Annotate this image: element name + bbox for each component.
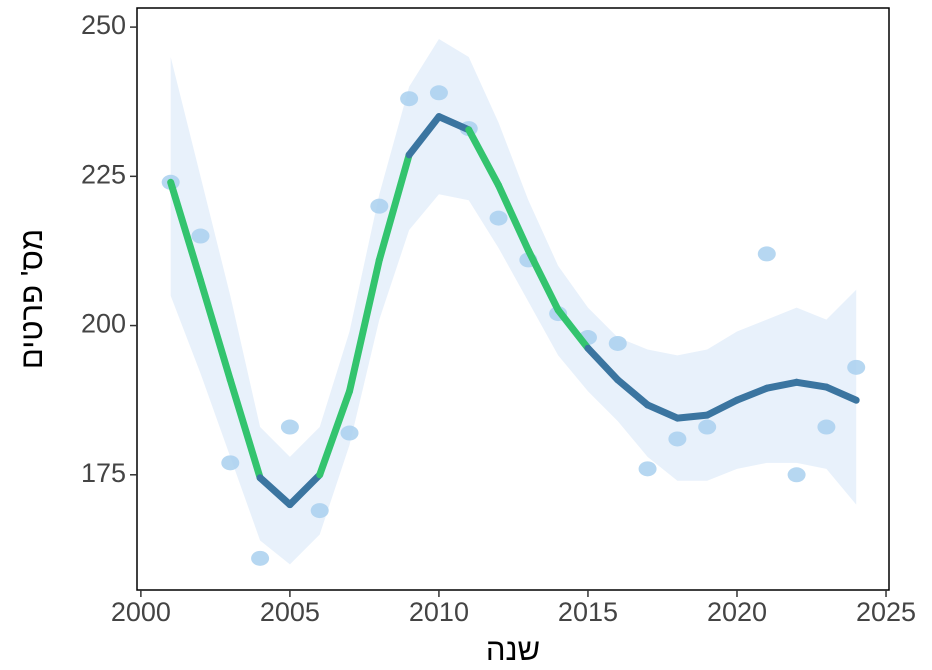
fit-segment	[346, 256, 383, 395]
x-tick-label: 2010	[409, 597, 469, 627]
data-point	[429, 85, 448, 101]
fit-segment	[226, 376, 264, 482]
y-tick-label: 200	[81, 309, 126, 339]
data-point	[787, 467, 806, 483]
data-point	[370, 198, 389, 214]
data-point	[817, 419, 836, 435]
fit-segment	[554, 306, 592, 352]
data-point	[638, 461, 657, 477]
data-point	[847, 359, 866, 375]
data-point	[310, 503, 329, 519]
fit-segment	[822, 383, 860, 404]
x-tick-label: 2000	[111, 597, 171, 627]
fit-segment	[375, 151, 413, 264]
data-point	[400, 91, 419, 107]
fit-segment	[733, 384, 771, 404]
y-axis-title: מס' פרטים	[14, 229, 49, 369]
fit-segment	[703, 396, 741, 419]
data-point	[280, 419, 299, 435]
y-tick-label: 225	[81, 159, 126, 189]
x-tick-label: 2025	[856, 597, 916, 627]
fit-segment	[435, 113, 473, 134]
x-tick-label: 2005	[260, 597, 320, 627]
fit-segment	[196, 276, 234, 384]
data-point	[340, 425, 359, 441]
fit-segment	[644, 401, 681, 422]
x-tick-label: 2020	[707, 597, 767, 627]
data-point	[757, 246, 776, 262]
fit-segment	[316, 387, 354, 479]
data-point	[489, 210, 508, 226]
y-tick-label: 250	[81, 10, 126, 40]
data-point	[251, 550, 270, 566]
x-tick-label: 2015	[558, 597, 618, 627]
fit-segment	[256, 474, 294, 509]
fit-segment	[286, 471, 324, 509]
data-point	[608, 335, 627, 351]
fit-segment	[673, 411, 711, 422]
fit-segment	[584, 344, 622, 384]
fit-segment	[793, 378, 830, 391]
fit-segment	[167, 178, 204, 284]
fit-segment	[763, 378, 801, 392]
fit-segment	[465, 126, 503, 189]
fit-segment	[614, 376, 652, 409]
data-point	[668, 431, 687, 447]
data-point	[191, 228, 210, 244]
x-axis-title: שנה	[486, 632, 540, 667]
data-point	[698, 419, 717, 435]
y-tick-label: 175	[81, 458, 126, 488]
plot-frame	[136, 7, 890, 591]
data-point	[221, 455, 240, 471]
fit-segment	[524, 246, 562, 314]
fit-segment	[495, 181, 532, 254]
fit-segment	[405, 113, 443, 159]
